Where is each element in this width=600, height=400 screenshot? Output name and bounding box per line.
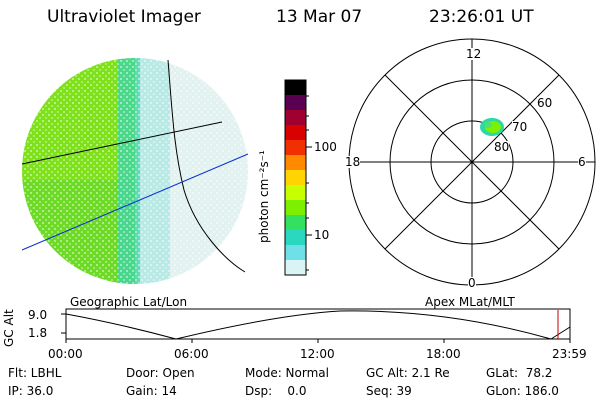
- instrument-title: Ultraviolet Imager: [47, 7, 201, 27]
- filter-status: Flt: LBHL: [8, 366, 62, 380]
- gain-status: Gain: 14: [126, 384, 177, 398]
- colorbar-segment: [285, 230, 306, 246]
- polar-label-18: 18: [345, 155, 361, 169]
- timeline-xtick: 23:59: [552, 347, 587, 361]
- polar-label-0: 0: [468, 276, 476, 290]
- colorbar-segment: [285, 185, 306, 201]
- timeline-yaxis-label: GC Alt: [2, 309, 16, 347]
- timeline-plot: [61, 308, 571, 343]
- timeline-left-label: Geographic Lat/Lon: [70, 295, 188, 309]
- polar-label-12: 12: [466, 47, 482, 61]
- gc-altitude-status: GC Alt: 2.1 Re: [366, 366, 450, 380]
- timeline-xtick: 00:00: [48, 347, 83, 361]
- colorbar-segment: [285, 260, 306, 276]
- polar-lat-70: 70: [512, 120, 528, 134]
- door-status: Door: Open: [126, 366, 195, 380]
- timeline-right-label: Apex MLat/MLT: [425, 295, 515, 309]
- polar-lat-80: 80: [494, 140, 510, 154]
- colorbar-segment: [285, 155, 306, 171]
- terminator-line: [21, 153, 249, 251]
- colorbar-segment: [285, 215, 306, 231]
- polar-label-6: 6: [578, 155, 586, 169]
- polar-lat-60: 60: [537, 96, 553, 110]
- timeline-xtick: 06:00: [174, 347, 209, 361]
- uvi-image: [22, 58, 248, 284]
- meridian-line: [167, 59, 246, 273]
- ip-status: IP: 36.0: [8, 384, 54, 398]
- latitude-line: [21, 121, 223, 165]
- colorbar-segment: [285, 140, 306, 156]
- timeline-xtick: 18:00: [426, 347, 461, 361]
- seq-status: Seq: 39: [366, 384, 412, 398]
- timeline-xtick: 12:00: [300, 347, 335, 361]
- auroral-blob: [480, 118, 504, 136]
- mode-status: Mode: Normal: [245, 366, 329, 380]
- colorbar-segment: [285, 170, 306, 186]
- colorbar-tick-100: 100: [314, 140, 337, 154]
- colorbar-segment: [285, 80, 306, 96]
- glon-status: GLon: 186.0: [486, 384, 559, 398]
- polar-plot: [348, 38, 596, 286]
- timeline-ytick-top: 9.0: [28, 308, 48, 322]
- date-label: 13 Mar 07: [276, 7, 363, 27]
- glat-status: GLat: 78.2: [486, 366, 553, 380]
- time-label: 23:26:01 UT: [429, 7, 534, 27]
- colorbar-segment: [285, 95, 306, 111]
- colorbar-units-label: photon cm⁻²s⁻¹: [257, 150, 271, 243]
- colorbar-segment: [285, 245, 306, 261]
- colorbar-segment: [285, 200, 306, 216]
- colorbar: [284, 79, 312, 276]
- colorbar-segment: [285, 125, 306, 141]
- altitude-curve: [65, 310, 571, 340]
- dsp-status: Dsp: 0.0: [245, 384, 307, 398]
- timeline-ytick-bottom: 1.8: [28, 326, 48, 340]
- colorbar-segment: [285, 110, 306, 126]
- colorbar-tick-10: 10: [314, 228, 330, 242]
